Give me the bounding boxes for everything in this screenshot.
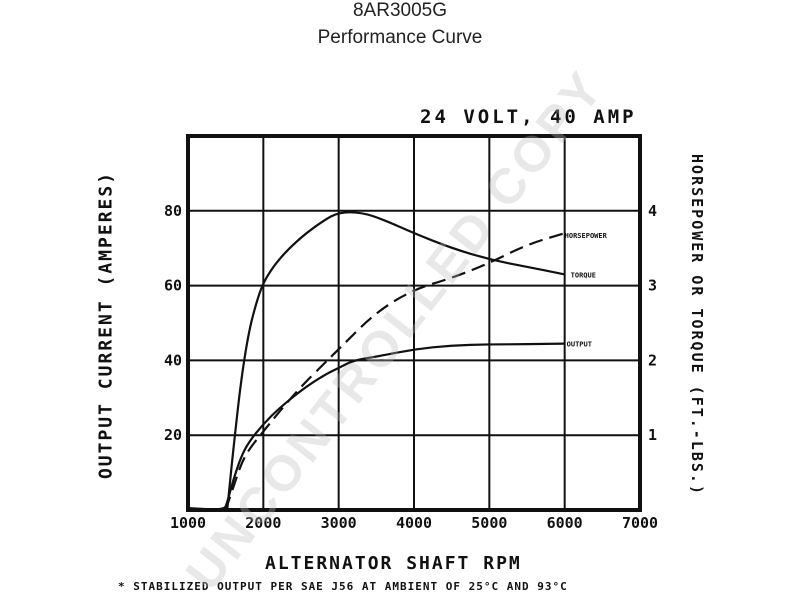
series-label-output: OUTPUT [567, 341, 592, 349]
x-tick-label: 1000 [170, 514, 206, 532]
y-left-tick-label: 20 [164, 426, 182, 444]
y-left-tick-label: 60 [164, 277, 182, 295]
footnote: * STABILIZED OUTPUT PER SAE J56 AT AMBIE… [118, 580, 568, 593]
x-tick-label: 5000 [471, 514, 507, 532]
x-tick-label: 3000 [321, 514, 357, 532]
y-right-tick-label: 3 [648, 277, 657, 295]
series-line-horsepower [224, 232, 566, 511]
y-right-tick-label: 4 [648, 202, 657, 220]
series-line-torque [226, 211, 565, 511]
x-tick-label: 6000 [547, 514, 583, 532]
plot-frame [186, 134, 642, 512]
rating-label: 24 VOLT, 40 AMP [420, 106, 637, 128]
y-left-tick-label: 80 [164, 202, 182, 220]
x-tick-label: 4000 [396, 514, 432, 532]
y-right-tick-label: 2 [648, 351, 657, 369]
series-label-torque: TORQUE [571, 271, 596, 279]
chart-title: 8AR3005G [352, 0, 447, 21]
y-axis-left-label: OUTPUT CURRENT (AMPERES) [95, 170, 117, 480]
y-left-tick-label: 40 [164, 351, 182, 369]
y-axis-right-label: HORSEPOWER OR TORQUE (FT.-LBS.) [688, 154, 706, 496]
chart-subtitle: Performance Curve [317, 27, 483, 48]
y-right-tick-label: 1 [648, 426, 657, 444]
series-label-horsepower: HORSEPOWER [565, 232, 608, 240]
x-axis-label: ALTERNATOR SHAFT RPM [265, 553, 522, 574]
x-tick-label: 2000 [245, 514, 281, 532]
x-tick-label: 7000 [622, 514, 658, 532]
series-line-output [187, 342, 565, 511]
